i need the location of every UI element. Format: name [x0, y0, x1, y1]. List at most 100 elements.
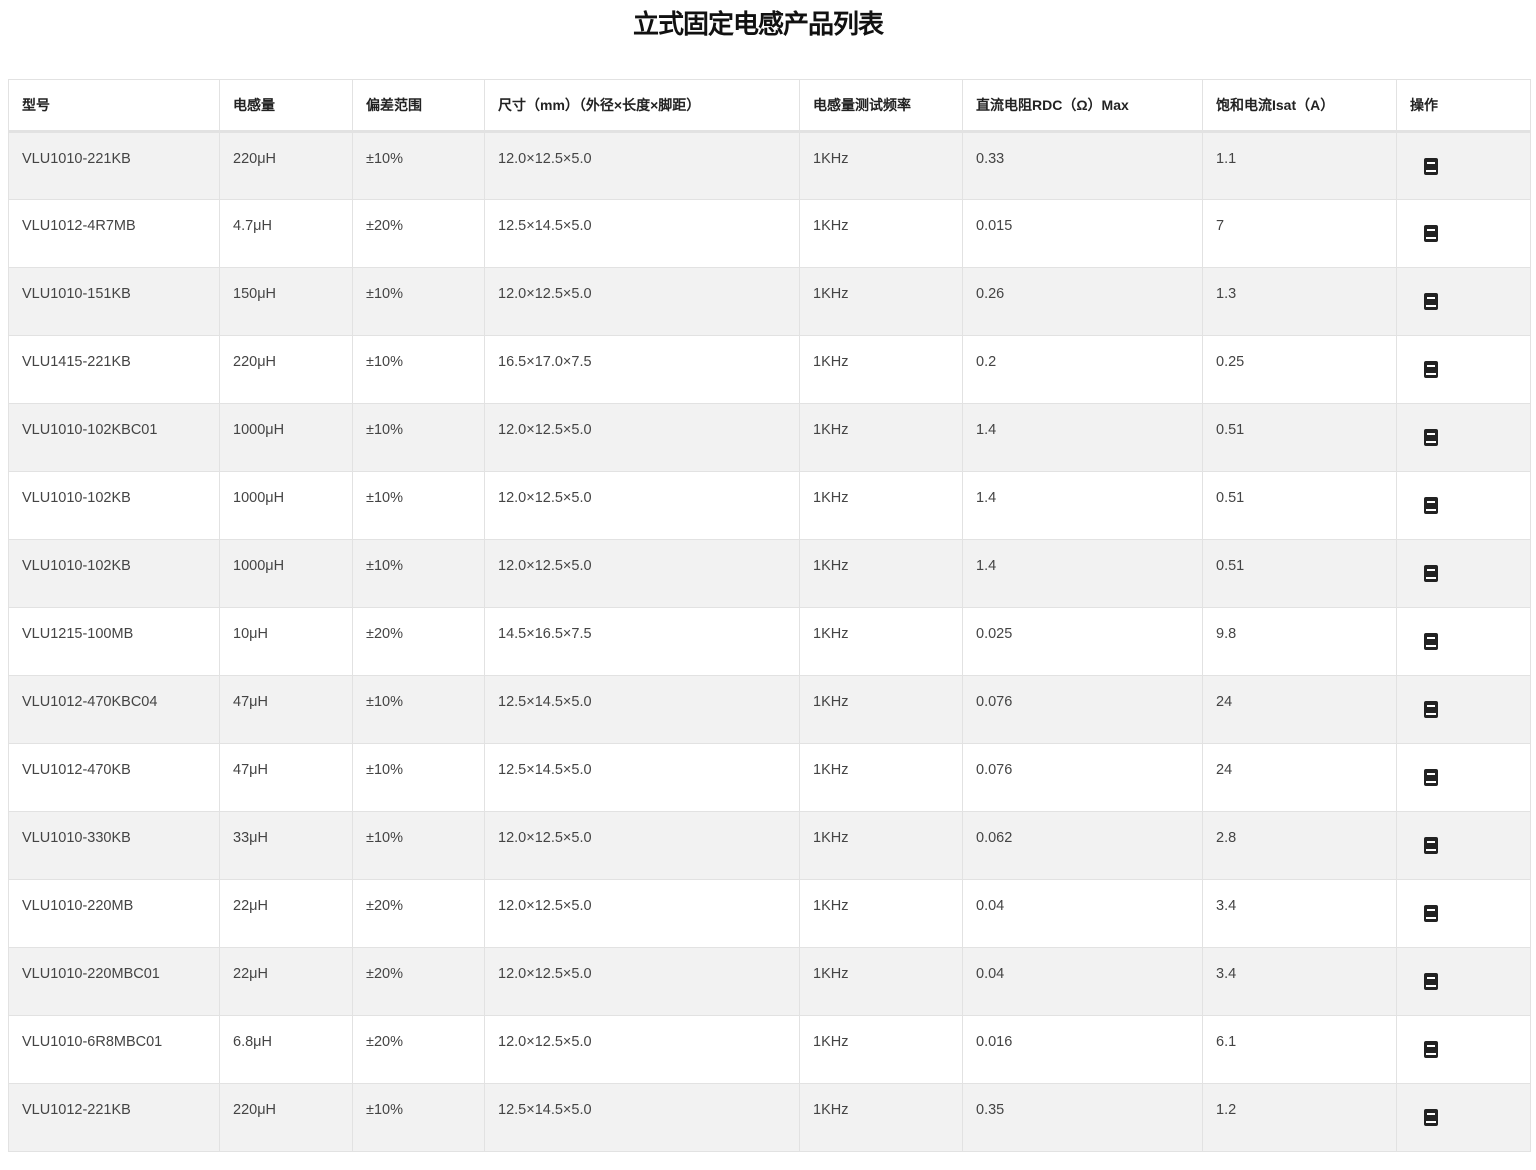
- table-row: VLU1012-221KB 220μH ±10% 12.5×14.5×5.0 1KHz 0…: [8, 1083, 1531, 1152]
- cell-dc-resistance: 0.025: [962, 607, 1203, 676]
- cell-model: VLU1010-102KB: [8, 471, 220, 540]
- header-test-frequency: 电感量测试频率: [799, 79, 963, 133]
- cell-tolerance: ±10%: [352, 811, 485, 880]
- cell-dc-resistance: 0.04: [962, 947, 1203, 1016]
- cell-test-frequency: 1KHz: [799, 947, 963, 1016]
- cell-tolerance: ±10%: [352, 539, 485, 608]
- cell-action: [1396, 1015, 1531, 1084]
- document-icon[interactable]: [1424, 1109, 1438, 1126]
- document-icon[interactable]: [1424, 361, 1438, 378]
- cell-saturation-current: 6.1: [1202, 1015, 1397, 1084]
- cell-dc-resistance: 1.4: [962, 539, 1203, 608]
- document-icon[interactable]: [1424, 429, 1438, 446]
- cell-dimensions: 12.5×14.5×5.0: [484, 675, 800, 744]
- cell-inductance: 1000μH: [219, 539, 353, 608]
- cell-action: [1396, 199, 1531, 268]
- cell-action: [1396, 947, 1531, 1016]
- cell-action: [1396, 471, 1531, 540]
- cell-dimensions: 12.0×12.5×5.0: [484, 471, 800, 540]
- cell-dc-resistance: 0.2: [962, 335, 1203, 404]
- cell-test-frequency: 1KHz: [799, 1083, 963, 1152]
- cell-action: [1396, 879, 1531, 948]
- cell-dimensions: 12.0×12.5×5.0: [484, 267, 800, 336]
- cell-tolerance: ±10%: [352, 675, 485, 744]
- cell-tolerance: ±10%: [352, 403, 485, 472]
- cell-saturation-current: 3.4: [1202, 947, 1397, 1016]
- cell-test-frequency: 1KHz: [799, 607, 963, 676]
- cell-tolerance: ±10%: [352, 267, 485, 336]
- cell-model: VLU1012-221KB: [8, 1083, 220, 1152]
- cell-saturation-current: 3.4: [1202, 879, 1397, 948]
- cell-saturation-current: 0.51: [1202, 471, 1397, 540]
- table-row: VLU1012-470KBC04 47μH ±10% 12.5×14.5×5.0 1KH…: [8, 675, 1531, 744]
- document-icon[interactable]: [1424, 293, 1438, 310]
- document-icon[interactable]: [1424, 497, 1438, 514]
- cell-saturation-current: 1.1: [1202, 131, 1397, 200]
- cell-dc-resistance: 1.4: [962, 403, 1203, 472]
- cell-inductance: 22μH: [219, 947, 353, 1016]
- cell-tolerance: ±20%: [352, 1015, 485, 1084]
- cell-test-frequency: 1KHz: [799, 199, 963, 268]
- cell-test-frequency: 1KHz: [799, 131, 963, 200]
- table-row: VLU1010-102KB 1000μH ±10% 12.0×12.5×5.0 1KHz…: [8, 471, 1531, 540]
- document-icon[interactable]: [1424, 905, 1438, 922]
- cell-dc-resistance: 0.016: [962, 1015, 1203, 1084]
- cell-dc-resistance: 0.04: [962, 879, 1203, 948]
- cell-tolerance: ±10%: [352, 743, 485, 812]
- cell-dimensions: 12.0×12.5×5.0: [484, 879, 800, 948]
- cell-model: VLU1215-100MB: [8, 607, 220, 676]
- document-icon[interactable]: [1424, 158, 1438, 175]
- header-inductance: 电感量: [219, 79, 353, 133]
- cell-tolerance: ±20%: [352, 607, 485, 676]
- header-saturation-current: 饱和电流Isat（A）: [1202, 79, 1397, 133]
- cell-saturation-current: 2.8: [1202, 811, 1397, 880]
- cell-dimensions: 12.0×12.5×5.0: [484, 947, 800, 1016]
- table-row: VLU1012-4R7MB 4.7μH ±20% 12.5×14.5×5.0 1KHz 0…: [8, 199, 1531, 268]
- table-row: VLU1010-6R8MBC01 6.8μH ±20% 12.0×12.5×5.0 1K…: [8, 1015, 1531, 1084]
- cell-test-frequency: 1KHz: [799, 267, 963, 336]
- document-icon[interactable]: [1424, 837, 1438, 854]
- table-row: VLU1010-102KB 1000μH ±10% 12.0×12.5×5.0 1KHz…: [8, 539, 1531, 608]
- document-icon[interactable]: [1424, 701, 1438, 718]
- cell-model: VLU1010-102KBC01: [8, 403, 220, 472]
- table-row: VLU1010-151KB 150μH ±10% 12.0×12.5×5.0 1KHz 0…: [8, 267, 1531, 336]
- cell-dimensions: 12.5×14.5×5.0: [484, 1083, 800, 1152]
- cell-dc-resistance: 0.062: [962, 811, 1203, 880]
- document-icon[interactable]: [1424, 633, 1438, 650]
- cell-dimensions: 14.5×16.5×7.5: [484, 607, 800, 676]
- header-dc-resistance: 直流电阻RDC（Ω）Max: [962, 79, 1203, 133]
- cell-tolerance: ±10%: [352, 335, 485, 404]
- cell-saturation-current: 0.25: [1202, 335, 1397, 404]
- page-title: 立式固定电感产品列表: [632, 10, 884, 40]
- cell-inductance: 220μH: [219, 131, 353, 200]
- table-row: VLU1415-221KB 220μH ±10% 16.5×17.0×7.5 1KHz 0…: [8, 335, 1531, 404]
- document-icon[interactable]: [1424, 973, 1438, 990]
- header-action: 操作: [1396, 79, 1531, 133]
- cell-test-frequency: 1KHz: [799, 811, 963, 880]
- product-table: 型号 电感量 偏差范围 尺寸（mm）（外径×长度×脚距） 电感量测试频率 直流电阻RDC（…: [8, 79, 1531, 1152]
- cell-inductance: 1000μH: [219, 471, 353, 540]
- document-icon[interactable]: [1424, 1041, 1438, 1058]
- document-icon[interactable]: [1424, 769, 1438, 786]
- cell-test-frequency: 1KHz: [799, 879, 963, 948]
- cell-action: [1396, 267, 1531, 336]
- header-dimensions: 尺寸（mm）（外径×长度×脚距）: [484, 79, 800, 133]
- cell-tolerance: ±10%: [352, 471, 485, 540]
- cell-inductance: 33μH: [219, 811, 353, 880]
- cell-action: [1396, 335, 1531, 404]
- cell-dimensions: 12.0×12.5×5.0: [484, 1015, 800, 1084]
- document-icon[interactable]: [1424, 225, 1438, 242]
- table-row: VLU1010-220MBC01 22μH ±20% 12.0×12.5×5.0 1KH…: [8, 947, 1531, 1016]
- cell-dc-resistance: 0.076: [962, 743, 1203, 812]
- cell-dimensions: 12.5×14.5×5.0: [484, 743, 800, 812]
- cell-inductance: 10μH: [219, 607, 353, 676]
- cell-test-frequency: 1KHz: [799, 675, 963, 744]
- cell-action: [1396, 403, 1531, 472]
- cell-inductance: 220μH: [219, 1083, 353, 1152]
- cell-dc-resistance: 0.35: [962, 1083, 1203, 1152]
- cell-action: [1396, 131, 1531, 200]
- cell-model: VLU1010-221KB: [8, 131, 220, 200]
- document-icon[interactable]: [1424, 565, 1438, 582]
- cell-inductance: 6.8μH: [219, 1015, 353, 1084]
- cell-inductance: 1000μH: [219, 403, 353, 472]
